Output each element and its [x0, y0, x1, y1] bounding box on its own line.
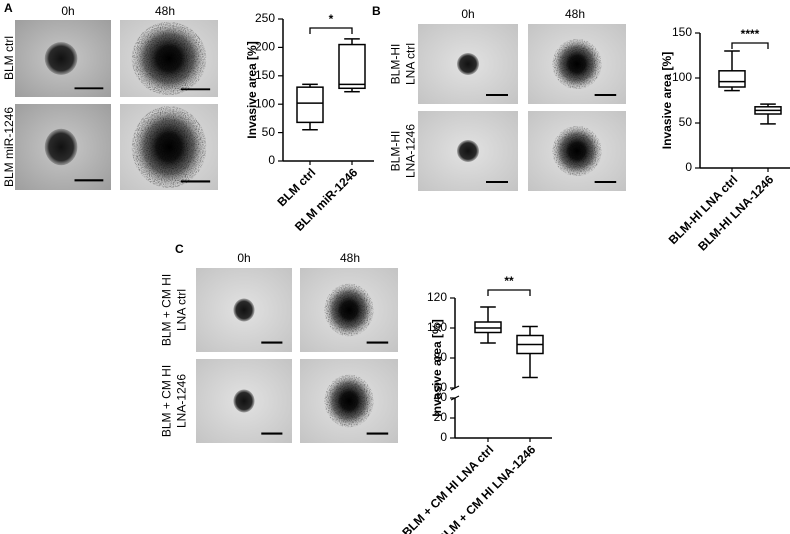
y-tick-label: 150	[255, 68, 275, 82]
row-label: BLM-HI	[389, 131, 403, 172]
column-header: 0h	[61, 4, 74, 18]
row-label: LNA-1246	[404, 124, 418, 178]
significance-label: *	[329, 12, 334, 26]
panel-label: B	[372, 4, 381, 18]
row-label: BLM miR-1246	[2, 107, 16, 187]
micrograph	[528, 111, 626, 191]
y-axis-label: Invasive area [%]	[430, 319, 444, 416]
row-label: BLM + CM HI	[160, 365, 174, 437]
y-tick-label: 20	[434, 410, 448, 424]
significance-label: ****	[741, 27, 760, 41]
panel-label: A	[4, 1, 13, 15]
row-label: BLM-HI	[389, 44, 403, 85]
row-label: LNA ctrl	[175, 289, 189, 331]
row-label: LNA ctrl	[404, 43, 418, 85]
y-tick-label: 40	[434, 390, 448, 404]
box	[296, 86, 324, 124]
box	[338, 43, 366, 90]
micrograph	[196, 359, 292, 443]
micrograph	[120, 20, 218, 97]
y-tick-label: 0	[685, 160, 692, 174]
significance-bracket	[309, 27, 353, 34]
column-header: 0h	[237, 251, 250, 265]
significance-label: **	[504, 274, 514, 288]
column-header: 48h	[340, 251, 360, 265]
significance-bracket	[487, 289, 531, 296]
column-header: 0h	[461, 7, 474, 21]
y-tick-label: 100	[427, 320, 447, 334]
row-label: BLM ctrl	[2, 36, 16, 80]
row-label: LNA-1246	[175, 374, 189, 428]
y-tick-label: 120	[427, 290, 447, 304]
y-tick-label: 50	[262, 125, 276, 139]
row-label: BLM + CM HI	[160, 274, 174, 346]
y-tick-label: 0	[268, 153, 275, 167]
micrograph	[120, 104, 218, 190]
y-tick-label: 0	[440, 430, 447, 444]
panel-label: C	[175, 242, 184, 256]
y-axis-label: Invasive area [%]	[660, 52, 674, 149]
micrograph	[196, 268, 292, 352]
y-tick-label: 150	[672, 25, 692, 39]
x-tick-label: BLM ctrl	[275, 165, 319, 209]
column-header: 48h	[565, 7, 585, 21]
y-tick-label: 100	[672, 70, 692, 84]
significance-bracket	[731, 42, 769, 49]
micrograph	[528, 24, 626, 104]
micrograph	[15, 104, 111, 190]
micrograph	[418, 24, 518, 104]
y-tick-label: 80	[434, 350, 448, 364]
y-tick-label: 100	[255, 96, 275, 110]
y-axis-label: Invasive area [%]	[245, 41, 259, 138]
micrograph	[300, 268, 398, 352]
micrograph	[15, 20, 111, 97]
y-tick-label: 250	[255, 11, 275, 25]
column-header: 48h	[155, 4, 175, 18]
y-tick-label: 200	[255, 40, 275, 54]
box	[718, 70, 746, 88]
micrograph	[300, 359, 398, 443]
micrograph	[418, 111, 518, 191]
y-tick-label: 50	[679, 115, 693, 129]
y-tick-label: 60	[434, 380, 448, 394]
